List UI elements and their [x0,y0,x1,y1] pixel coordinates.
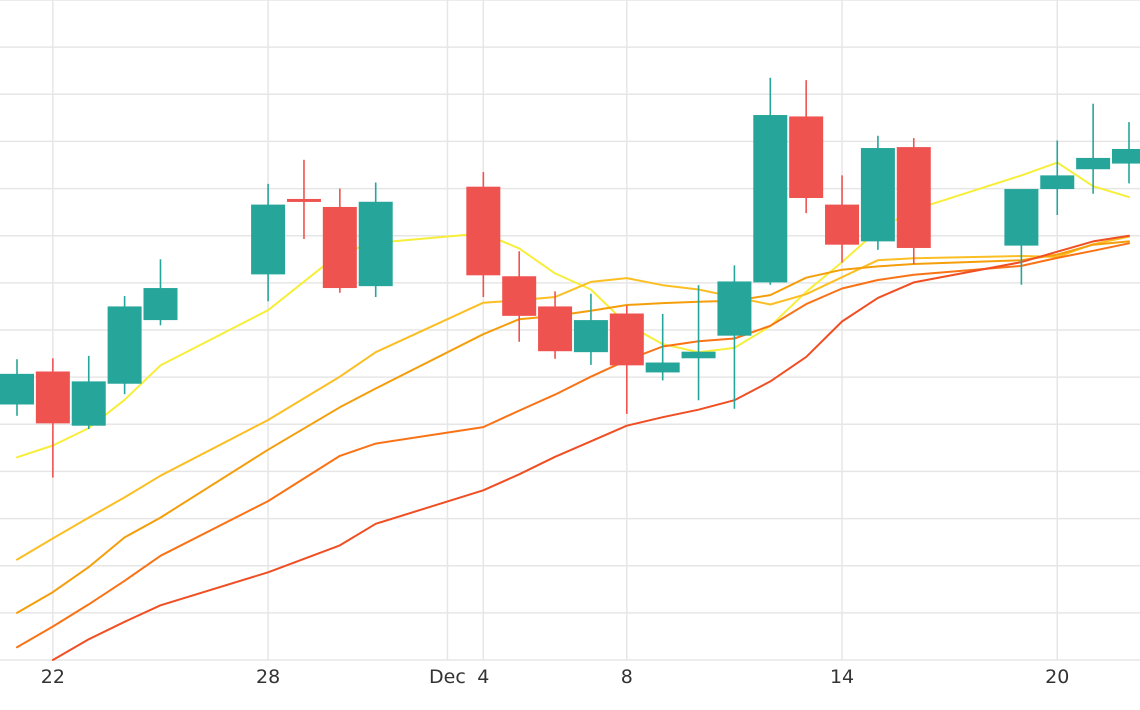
candle-body-down [896,147,931,248]
candle-body-up [0,373,34,405]
candle-nov-29[interactable] [286,159,321,240]
moving-average-line-1 [16,161,1130,459]
candle-dec-1[interactable] [358,182,393,297]
x-tick-label: Dec [429,666,466,688]
x-axis: 22 28 Dec 4 8 14 20 [41,666,1070,688]
grid-layer [0,0,1140,661]
candle-dec-19[interactable] [1004,189,1039,285]
candle-dec-6[interactable] [538,291,573,359]
candle-dec-21[interactable] [1076,103,1111,194]
candle-dec-16[interactable] [896,138,931,264]
x-tick-label: 22 [41,666,65,688]
candle-body-up [681,351,716,359]
candle-nov-28[interactable] [251,183,286,302]
x-tick-label: 20 [1045,666,1069,688]
candle-body-up [645,362,680,373]
candle-dec-14[interactable] [825,175,860,263]
candle-body-down [825,204,860,245]
candle-body-up [107,306,142,384]
x-tick-label: 14 [830,666,854,688]
moving-average-line-3 [16,240,1130,614]
candle-body-down [322,206,357,289]
moving-average-line-2 [16,235,1130,561]
candle-body-up [1040,175,1075,190]
x-tick-label: 28 [256,666,280,688]
candle-body-up [358,201,393,287]
candle-nov-23[interactable] [71,355,106,429]
candle-body-up [251,204,286,275]
candle-body-down [502,276,537,316]
candle-body-up [1004,189,1039,246]
candle-dec-5[interactable] [502,251,537,342]
candle-body-up [1112,148,1140,164]
candle-dec-22[interactable] [1112,122,1140,184]
candle-dec-12[interactable] [753,77,788,285]
x-tick-label: 8 [621,666,633,688]
candle-nov-24[interactable] [107,296,142,395]
candle-layer [0,77,1140,478]
candle-dec-4[interactable] [466,172,501,297]
candle-body-up [1076,157,1111,170]
candle-body-up [573,320,608,353]
candle-body-down [35,371,70,424]
candle-body-down [609,313,644,366]
candle-dec-9[interactable] [645,313,680,381]
moving-average-line-4 [16,242,1130,649]
candle-body-up [717,281,752,336]
candle-body-up [860,148,895,242]
candle-nov-21[interactable] [0,359,34,416]
moving-average-layer [16,161,1130,661]
candle-body-up [143,288,178,321]
candle-dec-10[interactable] [681,285,716,401]
candle-body-up [753,115,788,283]
candle-body-down [286,198,321,202]
candle-nov-30[interactable] [322,188,357,293]
candle-dec-15[interactable] [860,135,895,250]
candle-body-down [538,306,573,352]
candle-body-down [789,116,824,198]
candle-dec-11[interactable] [717,265,752,409]
x-tick-label: 4 [477,666,489,688]
candle-body-down [466,186,501,276]
candle-dec-8[interactable] [609,305,644,414]
candle-dec-13[interactable] [789,80,824,214]
candle-body-up [71,381,106,426]
candle-dec-7[interactable] [573,293,608,365]
candle-nov-22[interactable] [35,358,70,478]
moving-average-line-5 [51,234,1130,661]
candle-dec-20[interactable] [1040,140,1075,215]
candle-nov-25[interactable] [143,259,178,326]
